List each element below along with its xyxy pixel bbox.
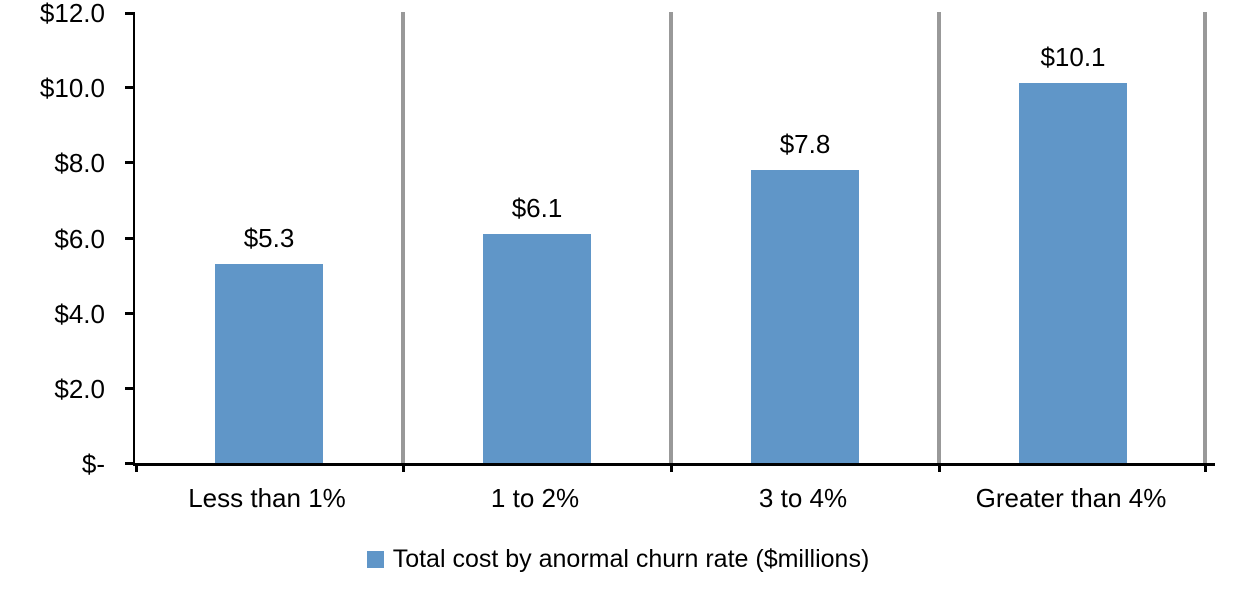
bar [1019, 83, 1127, 463]
bar-value-label: $6.1 [511, 193, 563, 223]
bar [751, 170, 859, 463]
bar-value-label: $10.1 [1040, 42, 1106, 72]
bar-value-label: $7.8 [779, 129, 831, 159]
legend-label: Total cost by anormal churn rate ($milli… [392, 545, 870, 573]
y-axis-tick [125, 161, 133, 164]
x-axis-tick [670, 463, 673, 472]
bar-value-label: $5.3 [243, 223, 295, 253]
x-axis-line [133, 463, 1215, 466]
x-axis-category-label: Greater than 4% [975, 483, 1167, 513]
plot-area: $5.3 $6.1 $7.8 $10.1 [125, 12, 1215, 472]
bar [215, 264, 323, 463]
y-axis-tick-label: $- [81, 449, 105, 479]
y-axis-tick-label: $8.0 [54, 148, 105, 178]
y-axis-tick-label: $2.0 [54, 374, 105, 404]
x-axis-tick [938, 463, 941, 472]
x-axis-category-label: 1 to 2% [490, 483, 580, 513]
x-axis-category-label: 3 to 4% [758, 483, 848, 513]
x-axis-category-label: Less than 1% [188, 483, 346, 513]
y-axis-tick [125, 86, 133, 89]
y-axis-labels: $12.0 $10.0 $8.0 $6.0 $4.0 $2.0 $- [0, 0, 105, 478]
legend-swatch-icon [366, 550, 384, 568]
x-axis-labels: Less than 1% 1 to 2% 3 to 4% Greater than 4… [133, 483, 1205, 515]
y-axis-tick [125, 312, 133, 315]
category-divider [401, 12, 405, 463]
y-axis-tick [125, 387, 133, 390]
y-axis-tick [125, 462, 133, 465]
category-divider [1203, 12, 1207, 463]
y-axis-tick-label: $12.0 [39, 0, 105, 28]
x-axis-tick [135, 463, 138, 472]
x-axis-tick [402, 463, 405, 472]
y-axis-tick-label: $6.0 [54, 224, 105, 254]
y-axis-tick-label: $10.0 [39, 73, 105, 103]
category-divider [669, 12, 673, 463]
y-axis-tick [125, 237, 133, 240]
y-axis-tick [125, 12, 133, 15]
x-axis-tick [1204, 463, 1207, 472]
bar [483, 234, 591, 463]
y-axis-tick-label: $4.0 [54, 299, 105, 329]
legend: Total cost by anormal churn rate ($milli… [0, 544, 1236, 574]
category-divider [937, 12, 941, 463]
